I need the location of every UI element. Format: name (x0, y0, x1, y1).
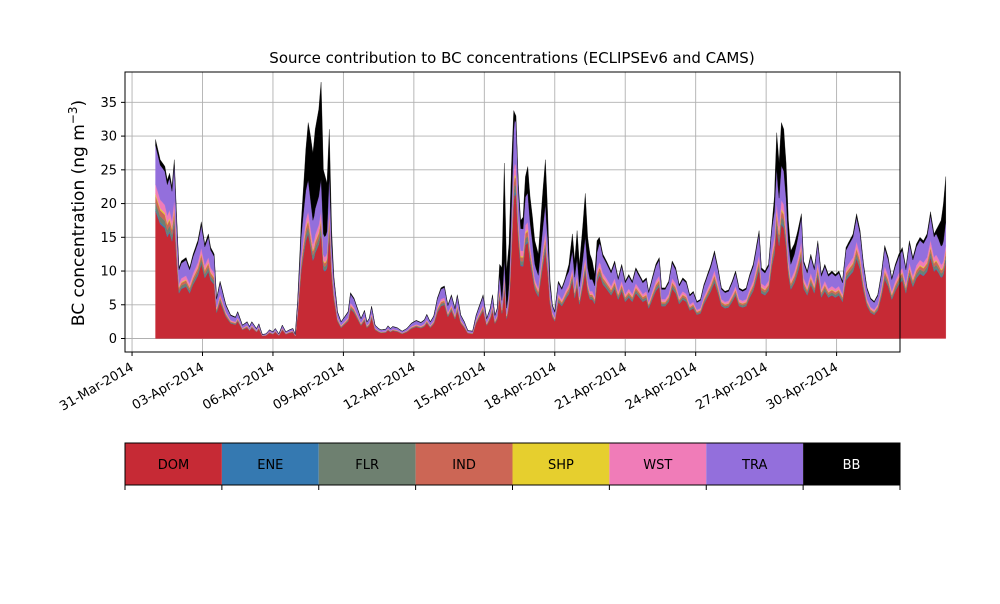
legend-swatch-dom (125, 443, 222, 485)
y-axis-label-close: ) (69, 100, 89, 107)
legend-swatch-ene (221, 443, 319, 485)
y-tick-label: 25 (100, 163, 117, 178)
x-tick-label: 06-Apr-2014 (200, 360, 277, 413)
x-tick-label: 30-Apr-2014 (764, 360, 841, 413)
legend-swatch-flr (318, 443, 416, 485)
legend-label-ene: ENE (257, 458, 283, 473)
plot-frame (124, 71, 901, 353)
legend-label-ind: IND (452, 458, 476, 473)
x-tick-label: 27-Apr-2014 (693, 360, 770, 413)
x-tick-label: 15-Apr-2014 (412, 360, 489, 413)
legend-swatch-bb (803, 443, 900, 485)
legend-colorbar: DOM ENE FLR IND SHP WST TRA BB (124, 442, 901, 490)
x-tick-label: 09-Apr-2014 (271, 360, 348, 413)
y-tick-label: 10 (100, 265, 117, 280)
y-tick-label: 30 (100, 130, 117, 145)
y-axis-label: BC concentration (ng m−3) (66, 100, 89, 326)
legend-label-shp: SHP (548, 458, 574, 473)
legend-swatch-shp (512, 443, 610, 485)
stacked-areas (155, 82, 946, 339)
area-dom (155, 193, 946, 339)
x-tick-label: 24-Apr-2014 (623, 360, 700, 413)
y-tick-label: 5 (109, 298, 117, 313)
legend-swatch-tra (706, 443, 804, 485)
legend-label-tra: TRA (741, 458, 767, 473)
y-axis-label-text: BC concentration (ng m (69, 124, 89, 326)
y-tick-label: 0 (109, 332, 117, 347)
x-axis-ticks: 31-Mar-201403-Apr-201406-Apr-201409-Apr-… (57, 352, 841, 414)
legend-label-wst: WST (643, 458, 672, 473)
y-tick-label: 35 (100, 96, 117, 111)
y-tick-label: 15 (100, 231, 117, 246)
y-axis-ticks: 0 5 10 15 20 25 30 35 (100, 96, 125, 347)
area-bb (155, 82, 946, 335)
y-tick-label: 20 (100, 197, 117, 212)
legend-label-bb: BB (843, 458, 861, 473)
x-tick-label: 31-Mar-2014 (57, 360, 136, 414)
legend-swatch-ind (415, 443, 513, 485)
y-axis-label-superscript: −3 (66, 106, 80, 124)
legend-label-flr: FLR (355, 458, 379, 473)
legend-label-dom: DOM (158, 458, 189, 473)
legend-swatch-wst (609, 443, 707, 485)
x-tick-label: 12-Apr-2014 (341, 360, 418, 413)
x-tick-label: 03-Apr-2014 (130, 360, 207, 413)
x-tick-label: 18-Apr-2014 (482, 360, 559, 413)
x-tick-label: 21-Apr-2014 (553, 360, 630, 413)
chart-title: Source contribution to BC concentrations… (269, 49, 754, 67)
